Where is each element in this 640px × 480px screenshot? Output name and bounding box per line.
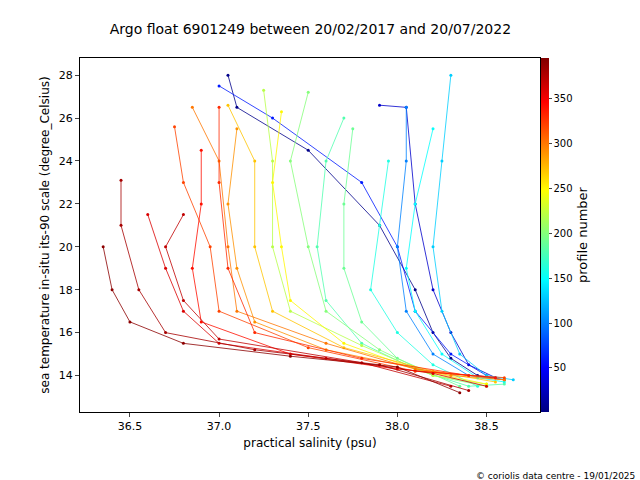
svg-text:profile number: profile number	[575, 186, 590, 283]
svg-text:18: 18	[59, 284, 73, 297]
svg-text:38.5: 38.5	[474, 420, 499, 433]
svg-text:Argo float 6901249 between 20/: Argo float 6901249 between 20/02/2017 an…	[110, 21, 511, 37]
svg-text:150: 150	[554, 273, 573, 284]
svg-text:37.5: 37.5	[296, 420, 321, 433]
svg-text:24: 24	[59, 155, 73, 168]
svg-text:14: 14	[59, 369, 73, 382]
svg-text:28: 28	[59, 69, 73, 82]
svg-text:practical salinity (psu): practical salinity (psu)	[243, 436, 376, 450]
svg-text:100: 100	[554, 318, 573, 329]
svg-text:50: 50	[554, 362, 567, 373]
svg-text:38.0: 38.0	[385, 420, 410, 433]
svg-text:22: 22	[59, 198, 73, 211]
svg-text:© coriolis data centre - 19/01: © coriolis data centre - 19/01/2025	[476, 471, 635, 480]
svg-text:sea temperature in-situ its-90: sea temperature in-situ its-90 scale (de…	[38, 76, 52, 393]
svg-text:20: 20	[59, 241, 73, 254]
svg-text:16: 16	[59, 326, 73, 339]
svg-text:250: 250	[554, 183, 573, 194]
svg-text:200: 200	[554, 228, 573, 239]
svg-text:350: 350	[554, 93, 573, 104]
svg-text:36.5: 36.5	[118, 420, 143, 433]
svg-text:37.0: 37.0	[207, 420, 232, 433]
svg-text:26: 26	[59, 112, 73, 125]
svg-text:300: 300	[554, 138, 573, 149]
